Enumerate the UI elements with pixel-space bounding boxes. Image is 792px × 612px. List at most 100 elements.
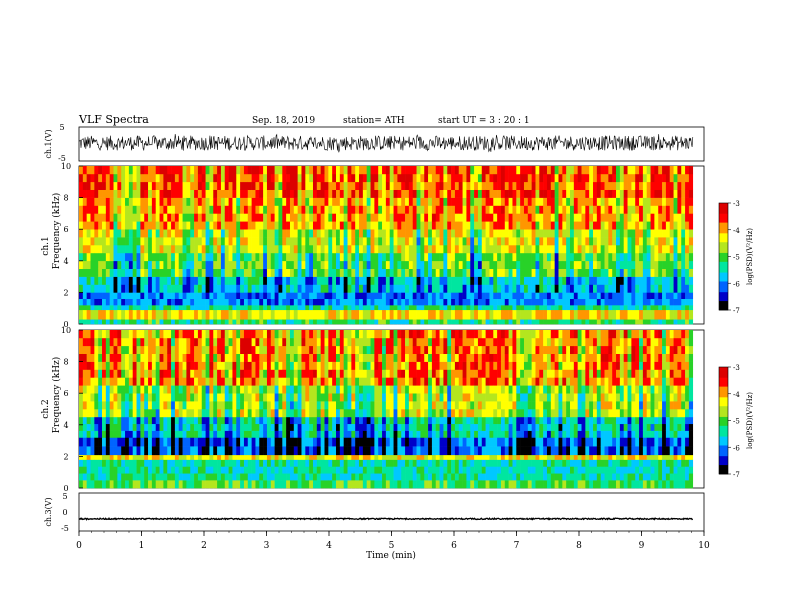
ch1-spectrogram-cell bbox=[148, 276, 153, 285]
ch2-spectrogram-cell bbox=[286, 330, 291, 339]
ch2-spectrogram-cell bbox=[94, 353, 99, 362]
ch1-spectrogram-cell bbox=[600, 260, 605, 269]
ch1-spectrogram-cell bbox=[194, 245, 199, 254]
ch1-spectrogram-cell bbox=[332, 309, 337, 320]
ch2-spectrogram-cell bbox=[98, 393, 103, 402]
ch1-spectrogram-cell bbox=[113, 298, 118, 306]
ch2-spectrogram-cell bbox=[286, 409, 291, 418]
ch2-spectrogram-cell bbox=[243, 466, 249, 474]
ch2-spectrogram-cell bbox=[194, 430, 199, 438]
ch2-spectrogram-cell bbox=[240, 466, 245, 474]
ch1-spectrogram-cell bbox=[351, 181, 356, 190]
ch1-spectrogram-cell bbox=[662, 229, 667, 238]
ch1-spectrogram-cell bbox=[370, 268, 375, 277]
ch1-spectrogram-cell bbox=[167, 166, 172, 175]
ch2-spectrogram-cell bbox=[362, 430, 367, 438]
ch2-spectrogram-cell bbox=[243, 393, 249, 402]
ch1-spectrogram-cell bbox=[205, 181, 210, 190]
ch1-spectrogram-cell bbox=[113, 213, 118, 222]
ch1-spectrogram-cell bbox=[90, 205, 95, 214]
ch1-spectrogram-cell bbox=[393, 229, 398, 238]
ch1-spectrogram-cell bbox=[178, 305, 183, 311]
ch1-spectrogram-cell bbox=[435, 298, 440, 306]
ch1-spectrogram-cell bbox=[408, 181, 414, 190]
ch1-spectrogram-cell bbox=[339, 284, 344, 293]
ch1-spectrogram-cell bbox=[662, 181, 667, 190]
ch1-spectrogram-cell bbox=[443, 284, 448, 293]
ch2-spectrogram-cell bbox=[266, 361, 272, 370]
ch1-spectrogram-cell bbox=[497, 298, 502, 306]
ch1-spectrogram-cell bbox=[125, 213, 130, 222]
ch1-spectrogram-cell bbox=[685, 205, 690, 214]
ch2-spectrogram-cell bbox=[79, 369, 84, 378]
ch1-spectrogram-cell bbox=[435, 319, 440, 325]
ch2-spectrogram-cell bbox=[209, 393, 214, 402]
ch1-spectrogram-cell bbox=[581, 305, 586, 311]
ch2-spectrogram-cell bbox=[90, 401, 95, 410]
ch1-spectrogram-cell bbox=[113, 260, 118, 269]
ch1-spectrogram-cell bbox=[332, 213, 337, 222]
ch1-spectrogram-cell bbox=[151, 252, 157, 262]
ch2-spectrogram-cell bbox=[255, 385, 260, 394]
ch1-spectrogram-cell bbox=[79, 237, 84, 246]
ch1-spectrogram-cell bbox=[343, 189, 348, 198]
ch1-spectrogram-cell bbox=[627, 237, 632, 246]
ch1-spectrogram-cell bbox=[174, 166, 180, 175]
ch1-spectrogram-cell bbox=[562, 252, 567, 262]
ch2-spectrogram-cell bbox=[117, 416, 122, 425]
ch2-spectrogram-cell bbox=[105, 423, 110, 431]
ch2-spectrogram-cell bbox=[86, 401, 91, 410]
ch1-spectrogram-cell bbox=[681, 173, 686, 183]
ch2-spectrogram-cell bbox=[201, 430, 206, 438]
ch1-spectrogram-cell bbox=[623, 213, 628, 222]
ch1-spectrogram-cell bbox=[669, 292, 674, 300]
ch2-spectrogram-cell bbox=[94, 393, 99, 402]
ch1-spectrogram-cell bbox=[155, 305, 160, 311]
ch2-spectrogram-cell bbox=[339, 430, 344, 438]
ch1-spectrogram-cell bbox=[616, 292, 621, 300]
ch1-spectrogram-cell bbox=[197, 309, 203, 320]
ch1-spectrogram-cell bbox=[516, 221, 521, 230]
ch2-spectrogram-cell bbox=[355, 361, 360, 370]
ch1-spectrogram-cell bbox=[174, 284, 180, 293]
ch1-spectrogram-cell bbox=[155, 268, 160, 277]
ch1-spectrogram-cell bbox=[228, 319, 233, 325]
ch1-spectrogram-cell bbox=[500, 229, 506, 238]
ch1-spectrogram-cell bbox=[642, 298, 648, 306]
ch2-spectrogram-cell bbox=[205, 393, 210, 402]
ch1-spectrogram-cell bbox=[516, 252, 521, 262]
ch1-spectrogram-cell bbox=[608, 319, 613, 325]
ch1-spectrogram-cell bbox=[136, 245, 141, 254]
ch1-spectrogram-cell bbox=[539, 166, 544, 175]
ch1-spectrogram-cell bbox=[382, 189, 387, 198]
ch2-spectrogram-cell bbox=[343, 369, 348, 378]
ch1-spectrogram-cell bbox=[558, 173, 563, 183]
ch2-spectrogram-cell bbox=[136, 330, 141, 339]
ch1-spectrogram-cell bbox=[573, 305, 578, 311]
ch1-spectrogram-cell bbox=[190, 213, 195, 222]
ch1-spectrogram-cell bbox=[347, 260, 352, 269]
ch1-spectrogram-cell bbox=[282, 284, 287, 293]
ch1-spectrogram-cell bbox=[305, 252, 310, 262]
ch2-spectrogram-cell bbox=[263, 480, 268, 489]
ch2-spectrogram-cell bbox=[336, 361, 341, 370]
ch2-spectrogram-cell bbox=[359, 454, 364, 460]
ch2-spectrogram-cell bbox=[159, 385, 164, 394]
ch1-spectrogram-cell bbox=[190, 298, 195, 306]
ch1-spectrogram-cell bbox=[194, 205, 199, 214]
ch2-spectrogram-cell bbox=[316, 437, 321, 447]
ch2-spectrogram-cell bbox=[301, 393, 306, 402]
ch1-spectrogram-cell bbox=[305, 205, 310, 214]
ch1-spectrogram-cell bbox=[658, 221, 663, 230]
ch1-spectrogram-cell bbox=[178, 309, 183, 320]
ch1-spectrogram-cell bbox=[662, 260, 667, 269]
ch2-spectrogram-cell bbox=[305, 459, 310, 467]
ch2-spectrogram-cell bbox=[328, 353, 333, 362]
ch2-spectrogram-cell bbox=[282, 353, 287, 362]
ch1-spectrogram-cell bbox=[520, 298, 525, 306]
ch2-spectrogram-cell bbox=[366, 353, 371, 362]
ch1-spectrogram-cell bbox=[424, 166, 429, 175]
ch2-spectrogram-cell bbox=[282, 430, 287, 438]
ch2-spectrogram-cell bbox=[132, 369, 137, 378]
ch2-spectrogram-cell bbox=[286, 423, 291, 431]
